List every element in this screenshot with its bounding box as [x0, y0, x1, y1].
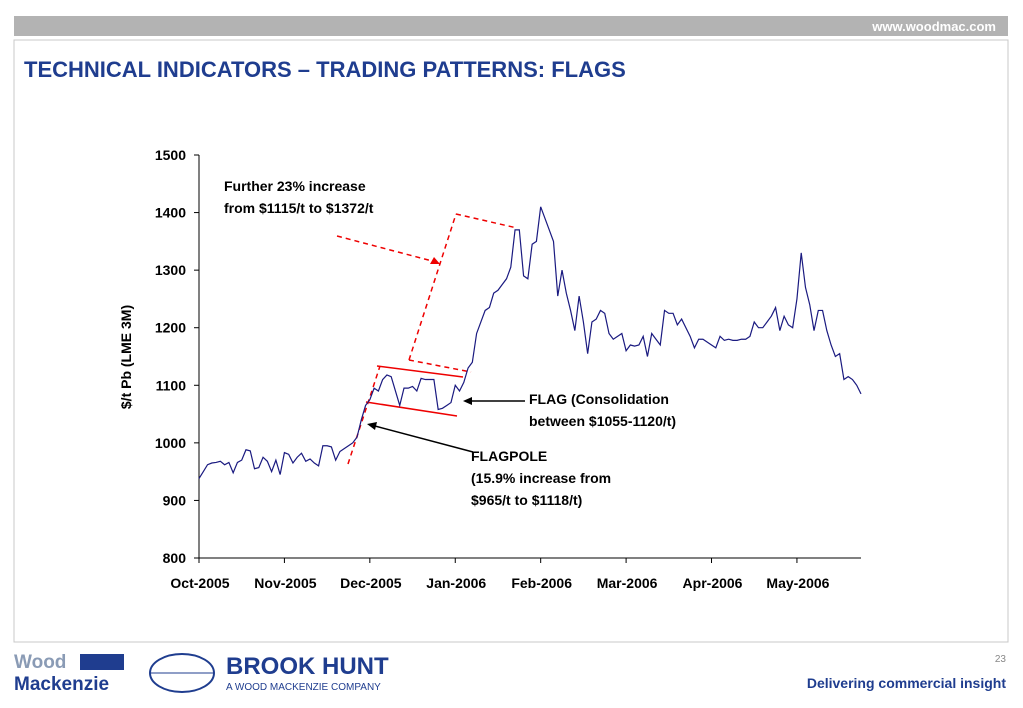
- logo-mark: [80, 654, 124, 670]
- y-tick-label: 1200: [155, 320, 186, 336]
- top-bar: [14, 16, 1008, 36]
- logo-text: Mackenzie: [14, 674, 109, 695]
- logo-text: A WOOD MACKENZIE COMPANY: [226, 682, 381, 693]
- x-tick-label: Dec-2005: [340, 575, 402, 591]
- x-tick-label: Oct-2005: [170, 575, 229, 591]
- pattern-lines: [336, 213, 518, 465]
- annotation: between $1055-1120/t): [529, 413, 676, 429]
- x-tick-label: Nov-2005: [254, 575, 316, 591]
- annotation: $965/t to $1118/t): [471, 492, 582, 508]
- y-axis-label: $/t Pb (LME 3M): [118, 305, 134, 409]
- chart: 800 900 1000 1100 1200 1300 1400 1500 Oct-2005 No…: [155, 147, 862, 591]
- x-tick-label: May-2006: [766, 575, 829, 591]
- annotation: FLAGPOLE: [471, 448, 547, 464]
- y-tick-label: 1000: [155, 435, 186, 451]
- tagline: Delivering commercial insight: [807, 675, 1007, 691]
- price-line: [198, 206, 862, 479]
- x-tick-label: Mar-2006: [597, 575, 658, 591]
- annotation: (15.9% increase from: [471, 470, 611, 486]
- x-tick-label: Jan-2006: [426, 575, 486, 591]
- frame: [13, 39, 1009, 643]
- logo-text: BROOK HUNT: [226, 653, 389, 680]
- page-number: 23: [995, 654, 1007, 665]
- arrows: [367, 397, 525, 453]
- annotation: FLAG (Consolidation: [529, 391, 669, 407]
- slide-title: TECHNICAL INDICATORS – TRADING PATTERNS:…: [24, 57, 626, 82]
- logo-text: Wood: [14, 652, 66, 673]
- y-tick-label: 1500: [155, 147, 186, 163]
- y-tick-label: 1400: [155, 205, 186, 221]
- url: www.woodmac.com: [871, 19, 996, 34]
- y-tick-label: 800: [163, 550, 187, 566]
- y-tick-label: 1300: [155, 262, 186, 278]
- y-tick-label: 1100: [156, 377, 187, 393]
- x-tick-label: Feb-2006: [511, 575, 572, 591]
- y-tick-label: 900: [163, 492, 187, 508]
- annotation: Further 23% increase: [224, 178, 366, 194]
- x-tick-label: Apr-2006: [683, 575, 743, 591]
- annotation: from $1115/t to $1372/t: [224, 200, 374, 216]
